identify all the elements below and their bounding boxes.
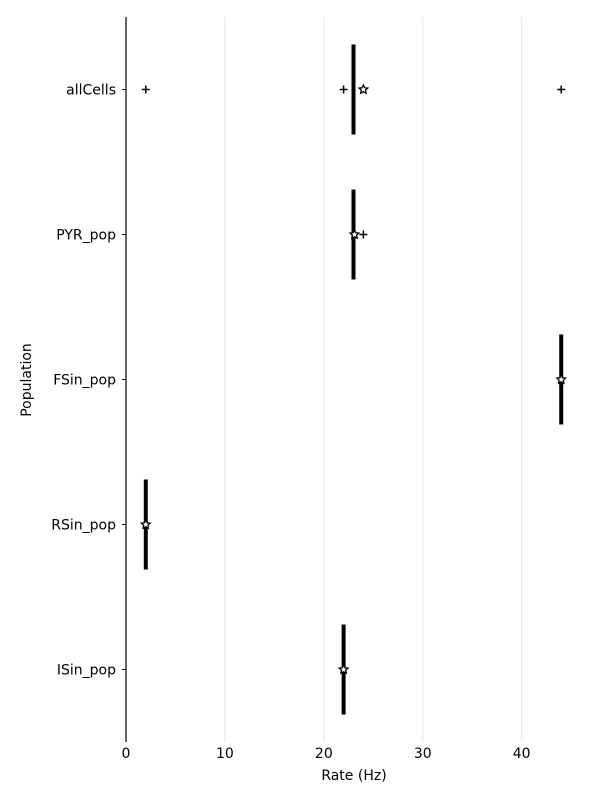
mean-marker	[337, 663, 350, 675]
x-tick-labels: 0 10 20 30 40	[122, 746, 531, 762]
y-axis-label: Population	[19, 343, 35, 417]
mean-marker	[357, 83, 370, 95]
y-tick-label: FSin_pop	[53, 373, 116, 389]
y-tick-label: PYR_pop	[56, 228, 116, 244]
outlier-marker	[339, 85, 348, 94]
x-tick-label: 20	[315, 746, 333, 762]
mean-marker	[139, 518, 152, 530]
y-tick-label: RSin_pop	[51, 518, 116, 534]
x-tick-label: 30	[414, 746, 432, 762]
grid-lines	[224, 17, 523, 742]
y-tick-label: allCells	[66, 83, 116, 99]
plot-marks	[139, 44, 568, 715]
x-tick-label: 0	[122, 746, 131, 762]
y-tick-labels: allCells PYR_pop FSin_pop RSin_pop ISin_pop	[51, 83, 126, 679]
x-tick-label: 10	[216, 746, 234, 762]
outlier-marker	[141, 85, 150, 94]
mean-marker	[555, 373, 568, 385]
x-tick-label: 40	[513, 746, 531, 762]
mean-marker	[348, 228, 361, 240]
outlier-marker	[359, 230, 368, 239]
outlier-marker	[557, 85, 566, 94]
x-axis-label: Rate (Hz)	[321, 768, 386, 784]
y-tick-label: ISin_pop	[57, 663, 116, 679]
